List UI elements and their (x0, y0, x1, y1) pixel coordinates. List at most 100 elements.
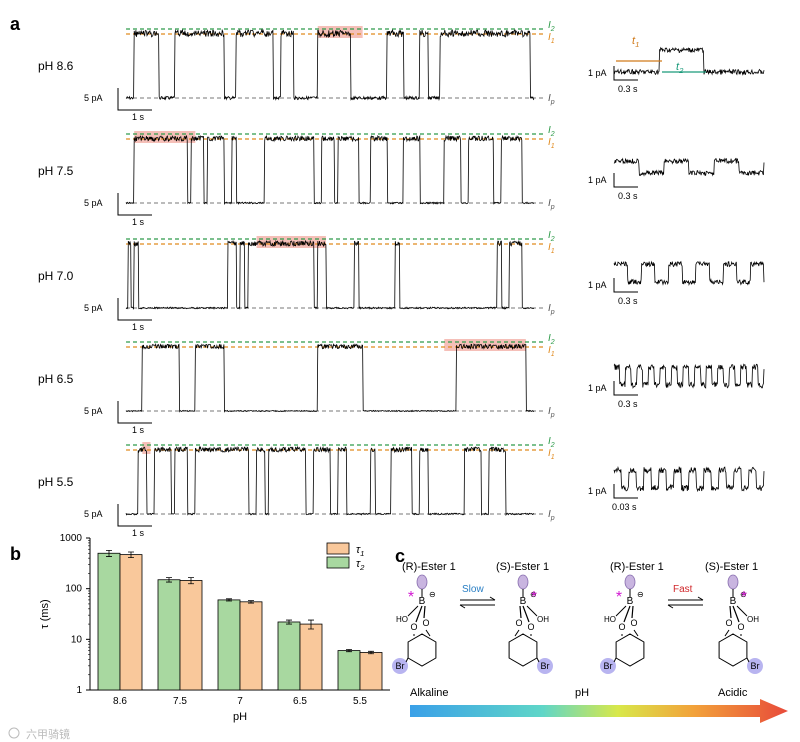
scale-current-label: 5 pA (84, 198, 103, 208)
boron-atom: B (730, 596, 737, 607)
i1-label: I1 (548, 32, 555, 45)
y-axis-label: τ (ms) (39, 599, 51, 628)
zoom-scale-time-label: 0.03 s (612, 502, 637, 512)
current-trace (125, 239, 535, 310)
scale-time-label: 1 s (132, 217, 145, 227)
acidic-label: Acidic (718, 687, 748, 699)
panel-label-b: b (10, 544, 21, 564)
bar-τ1 (179, 580, 203, 691)
panel-label-a: a (10, 14, 21, 34)
x-axis-label: pH (233, 711, 247, 723)
zoom-trace (613, 260, 765, 287)
zoom-scale-time-label: 0.3 s (618, 191, 638, 201)
zoom-scale-current-label: 1 pA (588, 486, 607, 496)
bond (514, 629, 532, 637)
error-bar-τ1 (308, 619, 314, 630)
scale-bar (117, 504, 152, 527)
orbital-lobe (624, 574, 636, 590)
highlight-region (142, 442, 151, 454)
legend-swatch-τ2 (326, 556, 350, 569)
orbital-lobe (416, 574, 428, 590)
bond (729, 605, 740, 623)
bar-τ1 (119, 554, 143, 691)
x-tick-label: 8.6 (113, 696, 127, 707)
molecule-left-s: B⊖*OHO OBr (508, 574, 553, 674)
oxygen-atom: O (725, 618, 732, 628)
right-s-ester-label: (S)-Ester 1 (705, 561, 758, 573)
hydroxyl-label: OH (537, 615, 549, 624)
chiral-star: * (616, 589, 622, 606)
zoom-scale-current-label: 1 pA (588, 68, 607, 78)
oxygen-atom: O (618, 622, 625, 632)
error-bar-τ2 (226, 598, 232, 602)
ph-label: pH 8.6 (38, 59, 74, 73)
x-tick-label: 6.5 (293, 696, 307, 707)
ph-label: pH 7.0 (38, 269, 74, 283)
scheme-panel: (R)-Ester 1 (S)-Ester 1 (R)-Ester 1 (S)-… (392, 561, 788, 723)
scale-current-label: 5 pA (84, 406, 103, 416)
error-bar-τ1 (248, 600, 254, 604)
error-bar-τ2 (106, 549, 112, 557)
benzene-ring (508, 633, 538, 667)
x-tick-label: 7.5 (173, 696, 187, 707)
bond (746, 657, 750, 663)
bond (526, 605, 538, 617)
bar-τ2 (217, 599, 241, 691)
bar-τ1 (239, 601, 263, 691)
i1-label: I1 (548, 448, 555, 461)
zoom-scale-current-label: 1 pA (588, 383, 607, 393)
bond (519, 605, 530, 623)
scale-time-label: 1 s (132, 425, 145, 435)
oxygen-atom: O (737, 622, 744, 632)
bond (613, 657, 617, 663)
bromine-label: Br (541, 661, 550, 671)
ip-label: Ip (548, 509, 555, 522)
bromine-label: Br (604, 661, 613, 671)
current-trace (125, 134, 535, 206)
i2-label: I2 (548, 436, 555, 449)
y-tick-label: 100 (65, 584, 82, 595)
bar-τ1 (359, 652, 383, 691)
bond (405, 657, 409, 663)
scale-current-label: 5 pA (84, 303, 103, 313)
oxygen-atom: O (422, 618, 429, 628)
bond (407, 605, 419, 617)
slow-label: Slow (462, 584, 484, 595)
scale-current-label: 5 pA (84, 509, 103, 519)
bromine-highlight (537, 658, 553, 674)
bond (536, 657, 540, 663)
legend-label-τ2: τ2 (356, 558, 365, 572)
bar-τ2 (157, 579, 181, 691)
orbital-lobe (517, 574, 529, 590)
scale-bar (117, 88, 152, 111)
y-tick-label: 10 (71, 634, 83, 645)
chiral-star: * (531, 589, 537, 606)
current-trace (125, 343, 535, 413)
ip-label: Ip (548, 303, 555, 316)
bar-τ2 (97, 552, 121, 691)
fast-label: Fast (673, 584, 693, 595)
i2-label: I2 (548, 20, 555, 33)
bar-τ2 (277, 621, 301, 691)
negative-charge: ⊖ (637, 590, 644, 599)
scale-time-label: 1 s (132, 322, 145, 332)
ph-label: pH (575, 687, 589, 699)
negative-charge: ⊖ (530, 590, 537, 599)
alkaline-label: Alkaline (410, 687, 449, 699)
scale-time-label: 1 s (132, 528, 145, 538)
zoom-trace (613, 157, 765, 177)
error-bar-τ2 (346, 649, 352, 653)
zoom-scale-bar (613, 278, 638, 293)
benzene-ring (718, 633, 748, 667)
zoom-scale-bar (613, 66, 638, 81)
t1-label: t1 (632, 35, 639, 49)
zoom-trace (613, 363, 765, 389)
slow-equilibrium-arrow (459, 596, 496, 609)
y-tick-label: 1000 (60, 533, 83, 544)
benzene-ring (407, 633, 437, 667)
bond (415, 605, 426, 623)
